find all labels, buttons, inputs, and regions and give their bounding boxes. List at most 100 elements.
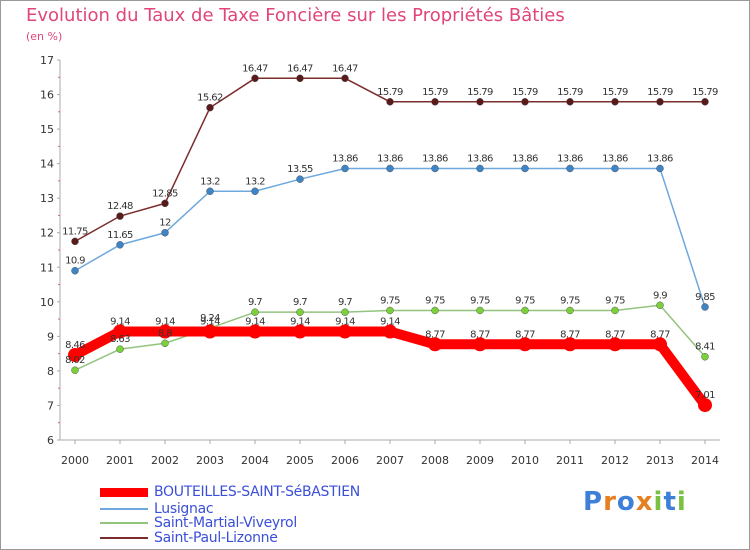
data-label: 15.79 [512, 87, 538, 98]
data-label: 15.79 [692, 87, 718, 98]
data-point [161, 339, 169, 348]
data-point [608, 337, 622, 352]
y-tick-label: 11 [40, 261, 54, 274]
y-tick-label: 6 [47, 434, 54, 447]
data-point [476, 98, 484, 106]
x-tick-label: 2009 [466, 454, 494, 467]
unit-label: (en %) [26, 30, 63, 43]
data-label: 13.86 [422, 153, 448, 164]
x-tick-label: 2000 [61, 454, 89, 467]
y-tick-label: 16 [40, 89, 54, 102]
data-label: 13.86 [602, 153, 628, 164]
y-tick-label: 17 [40, 54, 54, 67]
data-point [611, 306, 619, 315]
legend-swatch-saint-paul [100, 537, 148, 539]
data-label: 9.7 [248, 297, 262, 308]
data-point [431, 98, 439, 106]
data-label: 7.01 [695, 390, 715, 401]
data-point [431, 306, 439, 315]
data-point [476, 306, 484, 315]
data-point [341, 74, 349, 83]
data-point [338, 324, 352, 339]
data-label: 8.41 [695, 342, 715, 353]
data-point [521, 98, 529, 106]
data-label: 9.85 [695, 292, 715, 303]
data-point [68, 348, 82, 363]
x-tick-label: 2010 [511, 454, 539, 467]
logo-letter: o [616, 487, 636, 517]
data-label: 13.86 [332, 153, 358, 164]
data-point [158, 324, 172, 339]
x-tick-label: 2002 [151, 454, 179, 467]
legend-item-bouteilles: BOUTEILLES-SAINT-SéBASTIEN [100, 484, 360, 500]
data-point [566, 98, 574, 106]
data-label: 9.7 [293, 297, 307, 308]
data-point [251, 187, 259, 196]
data-label: 9.14 [200, 317, 220, 328]
data-label: 13.86 [377, 153, 403, 164]
data-point [656, 98, 664, 106]
proxiti-logo: Proxiti [583, 487, 687, 517]
data-label: 12.48 [107, 201, 133, 212]
legend-item-saint-paul: Saint-Paul-Lizonne [100, 530, 278, 546]
data-label: 8.46 [65, 340, 85, 351]
data-label: 13.86 [512, 153, 538, 164]
data-point [161, 199, 169, 208]
chart-title: Evolution du Taux de Taxe Foncière sur l… [26, 5, 565, 26]
data-label: 9.14 [335, 317, 355, 328]
data-point [386, 98, 394, 106]
data-label: 9.14 [380, 317, 400, 328]
data-point [206, 187, 214, 196]
data-point [116, 212, 124, 220]
data-label: 8.77 [560, 329, 580, 340]
data-point [296, 175, 304, 183]
data-label: 15.79 [467, 87, 493, 98]
data-label: 16.47 [287, 63, 313, 74]
data-label: 9.24 [200, 313, 220, 324]
data-label: 10.9 [65, 256, 85, 267]
y-tick-label: 7 [47, 399, 54, 412]
logo-letter: r [603, 487, 617, 517]
data-point [386, 164, 394, 173]
data-point [248, 324, 262, 339]
data-label: 8.77 [515, 329, 535, 340]
data-label: 9.75 [515, 295, 535, 306]
data-point [293, 324, 307, 339]
legend-swatch-lusignac [100, 508, 148, 510]
data-label: 15.79 [422, 87, 448, 98]
data-label: 8.63 [110, 334, 130, 345]
data-label: 9.14 [245, 317, 265, 328]
data-point [71, 237, 79, 246]
logo-letter: i [653, 487, 664, 517]
x-tick-label: 2013 [646, 454, 674, 467]
data-point [203, 324, 217, 339]
data-point [383, 324, 397, 339]
x-tick-label: 2012 [601, 454, 629, 467]
data-label: 8.77 [605, 329, 625, 340]
legend-label-bouteilles: BOUTEILLES-SAINT-SéBASTIEN [154, 484, 360, 500]
data-label: 9.75 [380, 295, 400, 306]
data-point [521, 306, 529, 315]
data-point [473, 337, 487, 352]
data-point [161, 228, 169, 237]
data-point [566, 164, 574, 173]
data-point [653, 337, 667, 352]
data-point [341, 164, 349, 173]
y-tick-label: 12 [40, 227, 54, 240]
data-label: 11.75 [62, 226, 88, 237]
data-label: 16.47 [332, 63, 358, 74]
data-point [251, 308, 259, 316]
data-point [71, 366, 79, 374]
y-tick-label: 14 [40, 158, 54, 171]
data-label: 13.86 [557, 153, 583, 164]
legend-swatch-saint-martial [100, 522, 148, 524]
data-point [701, 352, 709, 361]
data-point [656, 164, 664, 173]
data-label: 15.79 [377, 87, 403, 98]
data-label: 8.77 [650, 329, 670, 340]
data-point [701, 303, 709, 311]
data-label: 15.79 [557, 87, 583, 98]
x-tick-label: 2001 [106, 454, 134, 467]
x-tick-label: 2006 [331, 454, 359, 467]
